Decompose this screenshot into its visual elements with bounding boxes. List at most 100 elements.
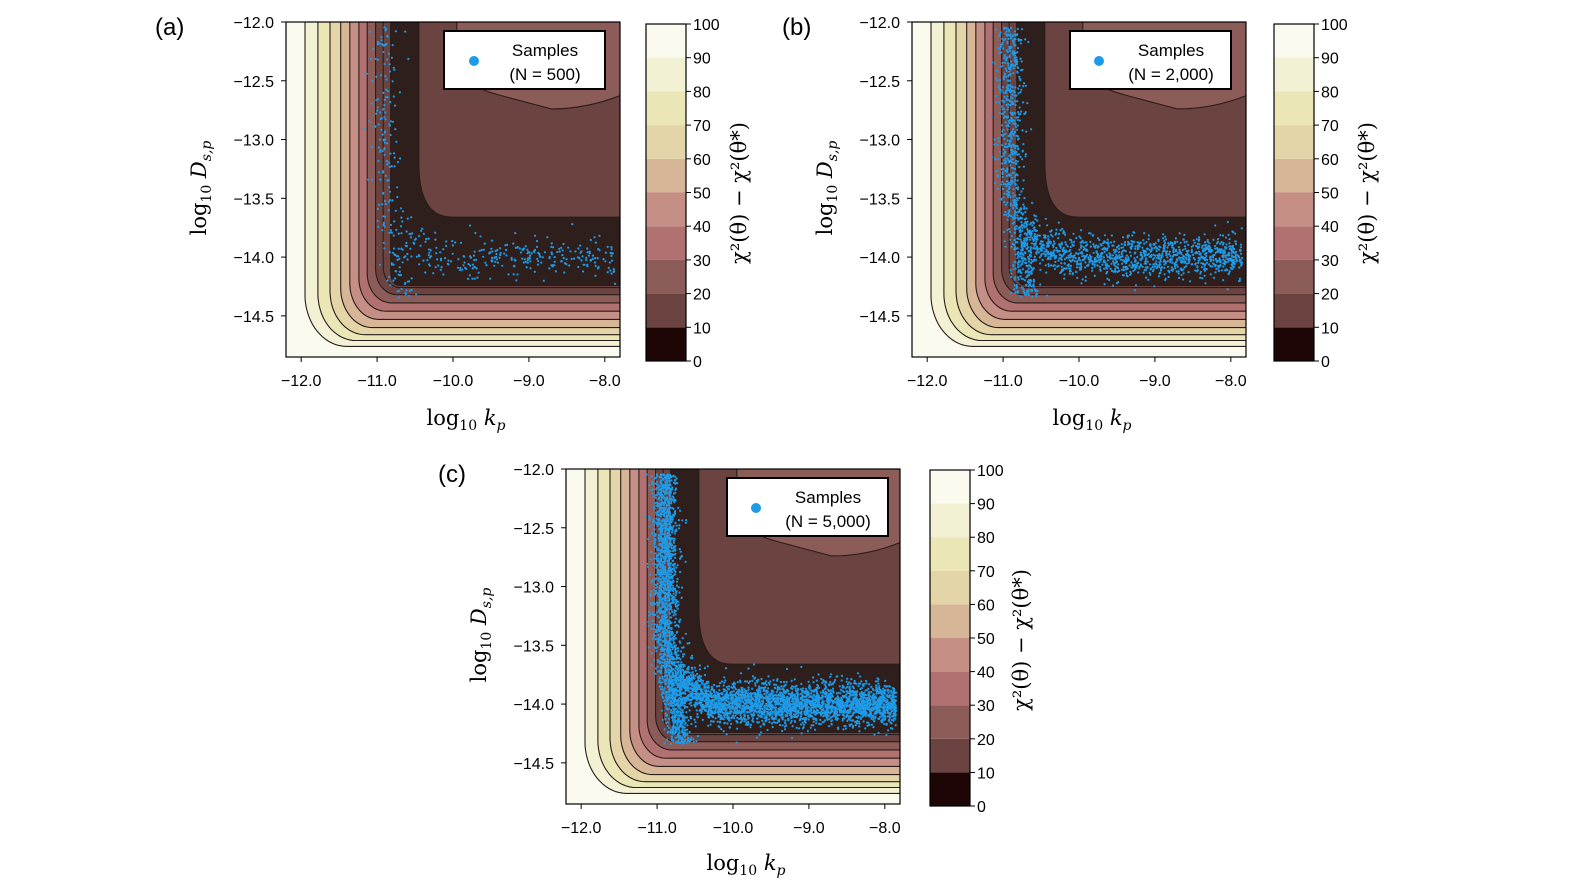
sample-point xyxy=(1085,280,1087,282)
sample-point xyxy=(1001,65,1003,67)
sample-point xyxy=(679,548,681,550)
sample-point xyxy=(529,260,531,262)
sample-point xyxy=(536,240,538,242)
sample-point xyxy=(1001,156,1003,158)
sample-point xyxy=(485,264,487,266)
sample-point xyxy=(393,234,395,236)
sample-point xyxy=(1001,89,1003,91)
sample-point xyxy=(1112,285,1114,287)
sample-point xyxy=(394,157,396,159)
sample-point xyxy=(525,261,527,263)
sample-point xyxy=(830,684,832,686)
sample-point xyxy=(539,256,541,258)
sample-point xyxy=(670,638,672,640)
sample-point xyxy=(1048,245,1050,247)
sample-point xyxy=(1016,71,1018,73)
sample-point xyxy=(1183,272,1185,274)
sample-point xyxy=(1122,236,1124,238)
sample-point xyxy=(551,242,553,244)
sample-point xyxy=(1010,292,1012,294)
sample-point xyxy=(858,730,860,732)
sample-point xyxy=(377,98,379,100)
sample-point xyxy=(1006,229,1008,231)
sample-point xyxy=(1026,224,1028,226)
sample-point xyxy=(1005,204,1007,206)
sample-point xyxy=(812,676,814,678)
sample-point xyxy=(1142,239,1144,241)
sample-point xyxy=(1106,242,1108,244)
sample-point xyxy=(382,193,384,195)
colorbar-tick-label: 30 xyxy=(693,253,711,270)
sample-point xyxy=(1154,255,1156,257)
sample-point xyxy=(1149,245,1151,247)
sample-point xyxy=(877,683,879,685)
sample-point xyxy=(594,236,596,238)
sample-point xyxy=(391,199,393,201)
sample-point xyxy=(1130,261,1132,263)
sample-point xyxy=(395,141,397,143)
sample-point xyxy=(670,709,672,711)
sample-point xyxy=(1152,266,1154,268)
sample-point xyxy=(1039,225,1041,227)
sample-point xyxy=(1005,121,1007,123)
sample-point xyxy=(1184,261,1186,263)
sample-point xyxy=(1193,257,1195,259)
sample-point xyxy=(1017,47,1019,49)
sample-point xyxy=(410,255,412,257)
y-tick-label: −14.0 xyxy=(860,250,901,267)
x-ticks-a: −12.0−11.0−10.0−9.0−8.0 xyxy=(281,357,621,390)
sample-point xyxy=(479,250,481,252)
sample-point xyxy=(1121,255,1123,257)
sample-point xyxy=(1015,187,1017,189)
sample-point xyxy=(1016,197,1018,199)
sample-point xyxy=(1052,235,1054,237)
sample-point xyxy=(1117,263,1119,265)
sample-point xyxy=(1116,271,1118,273)
sample-point xyxy=(1017,266,1019,268)
sample-point xyxy=(491,260,493,262)
sample-point xyxy=(1186,263,1188,265)
sample-point xyxy=(1099,266,1101,268)
sample-point xyxy=(1010,135,1012,137)
sample-point xyxy=(1041,244,1043,246)
sample-point xyxy=(385,203,387,205)
sample-point xyxy=(1058,257,1060,259)
sample-point xyxy=(1030,252,1032,254)
sample-point xyxy=(1163,240,1165,242)
sample-point xyxy=(1105,267,1107,269)
sample-point xyxy=(999,79,1001,81)
sample-point xyxy=(420,245,422,247)
sample-point xyxy=(1008,74,1010,76)
sample-point xyxy=(1012,64,1014,66)
sample-point xyxy=(1146,266,1148,268)
sample-point xyxy=(364,128,366,130)
sample-point xyxy=(1168,253,1170,255)
sample-point xyxy=(996,70,998,72)
sample-point xyxy=(866,722,868,724)
sample-point xyxy=(469,274,471,276)
sample-point xyxy=(1209,256,1211,258)
sample-point xyxy=(1233,256,1235,258)
y-ticks-b: −12.0−12.5−13.0−13.5−14.0−14.5 xyxy=(860,15,912,326)
sample-point xyxy=(1075,271,1077,273)
sample-point xyxy=(1076,260,1078,262)
sample-point xyxy=(1021,224,1023,226)
sample-point xyxy=(1071,241,1073,243)
sample-point xyxy=(1128,242,1130,244)
sample-point xyxy=(1057,250,1059,252)
sample-point xyxy=(1107,243,1109,245)
sample-point xyxy=(689,709,691,711)
sample-point xyxy=(734,715,736,717)
sample-point xyxy=(457,258,459,260)
sample-point xyxy=(1136,256,1138,258)
sample-point xyxy=(483,249,485,251)
sample-point xyxy=(377,220,379,222)
sample-point xyxy=(1155,260,1157,262)
sample-point xyxy=(469,255,471,257)
colorbar-segment xyxy=(1274,226,1314,260)
sample-point xyxy=(668,727,670,729)
sample-point xyxy=(383,247,385,249)
sample-point xyxy=(1003,27,1005,29)
sample-point xyxy=(1020,234,1022,236)
sample-point xyxy=(1055,234,1057,236)
